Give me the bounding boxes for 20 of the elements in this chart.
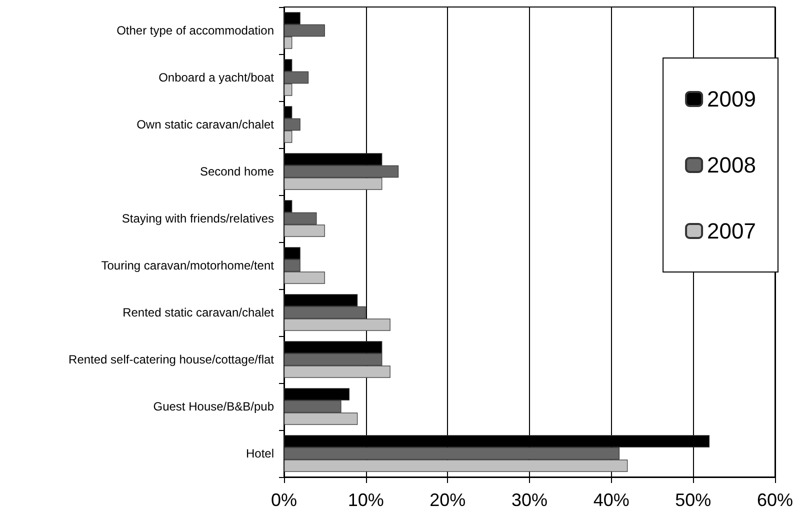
y-tick-label: Rented static caravan/chalet xyxy=(122,306,275,320)
y-tick-label: Own static caravan/chalet xyxy=(136,118,275,132)
x-tick-label: 50% xyxy=(675,490,712,509)
legend-label: 2007 xyxy=(707,218,756,244)
x-tick-label: 20% xyxy=(430,490,466,509)
y-tick-label: Rented self-catering house/cottage/flat xyxy=(68,352,275,366)
y-tick-label: Touring caravan/motorhome/tent xyxy=(101,258,275,272)
x-tick-label: 10% xyxy=(348,490,384,509)
x-tick-label: 0% xyxy=(270,490,298,509)
x-tick-label: 60% xyxy=(756,490,794,509)
legend-label: 2009 xyxy=(707,86,756,112)
y-tick-label: Other type of accommodation xyxy=(116,24,274,38)
y-tick-label: Staying with friends/relatives xyxy=(122,212,274,226)
x-tick-label: 40% xyxy=(593,490,630,509)
y-tick-label: Guest House/B&B/pub xyxy=(153,400,274,414)
x-tick-label: 30% xyxy=(511,490,548,509)
y-tick-label: Second home xyxy=(200,164,274,178)
legend-label: 2008 xyxy=(707,152,756,178)
y-tick-label: Hotel xyxy=(246,446,274,460)
y-tick-label: Onboard a yacht/boat xyxy=(158,70,275,84)
